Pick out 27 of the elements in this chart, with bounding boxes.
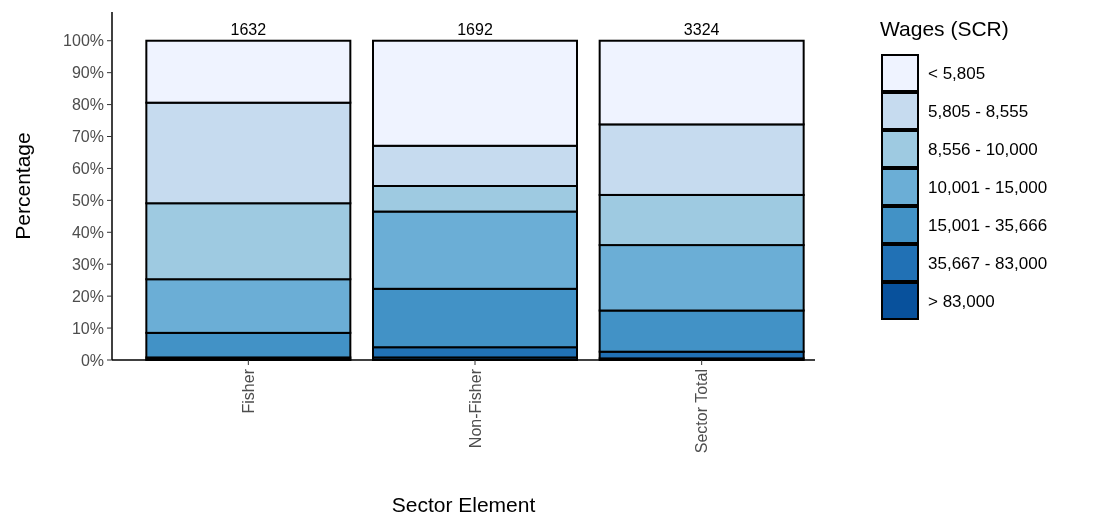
x-axis-title: Sector Element (391, 493, 536, 516)
legend-title: Wages (SCR) (880, 17, 1009, 40)
y-tick-label: 100% (63, 32, 104, 50)
y-tick-label: 60% (71, 160, 104, 178)
x-tick-label: Fisher (239, 368, 257, 414)
annotation: 1692 (457, 20, 493, 38)
legend-label: 35,667 - 83,000 (928, 253, 1048, 273)
annotation: 1632 (230, 20, 267, 38)
y-tick-label: 30% (71, 255, 104, 273)
legend-label: < 5,805 (928, 63, 986, 83)
legend-label: 8,556 - 10,000 (928, 139, 1038, 159)
y-tick-label: 70% (71, 128, 104, 146)
y-tick-label: 20% (71, 287, 104, 305)
legend-label: 10,001 - 15,000 (928, 177, 1048, 197)
y-tick-label: 80% (71, 96, 104, 114)
y-tick-label: 90% (71, 64, 104, 82)
y-tick-label: 0% (80, 351, 104, 369)
y-tick-label: 40% (71, 223, 104, 241)
y-tick-label: 50% (71, 191, 104, 209)
x-tick-label: Non-Fisher (466, 368, 484, 449)
y-tick-label: 10% (71, 319, 104, 337)
x-tick-label: Sector Total (693, 369, 711, 454)
annotation: 3324 (683, 20, 720, 38)
legend-label: > 83,000 (928, 291, 995, 311)
legend-label: 15,001 - 35,666 (928, 215, 1048, 235)
y-axis-title: Percentage (11, 132, 34, 240)
legend-label: 5,805 - 8,555 (928, 101, 1029, 121)
